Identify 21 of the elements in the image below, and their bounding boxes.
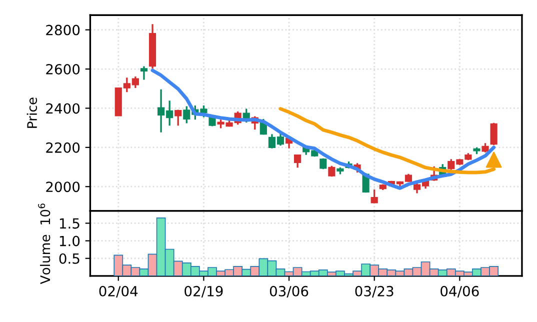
category-label: 02/04 [99, 286, 138, 298]
y-tick-label: 2800 [46, 24, 80, 36]
y-tick-label: 1.0 [60, 236, 80, 246]
candlestick [140, 65, 148, 81]
category-label: 04/06 [440, 286, 479, 298]
y-tick-label: 2600 [46, 64, 80, 74]
candlestick [490, 122, 498, 146]
y-tick-label: 2000 [46, 182, 80, 192]
category-label: 03/23 [355, 286, 394, 298]
y-axis-title: Price [26, 98, 38, 128]
candlestick [370, 188, 378, 204]
category-label: 02/19 [184, 286, 223, 298]
candlestick [482, 142, 489, 154]
y-tick-label: 0.5 [59, 253, 80, 264]
category-label: 03/06 [270, 286, 308, 298]
y-axis-title: Volume 10$^{6}$ [38, 204, 50, 284]
y-tick-label: 2200 [46, 142, 80, 153]
candlestick [174, 108, 182, 126]
candlestick [294, 154, 302, 168]
y-tick-label: 2400 [46, 103, 80, 114]
y-tick-label: 1.5 [60, 218, 80, 229]
